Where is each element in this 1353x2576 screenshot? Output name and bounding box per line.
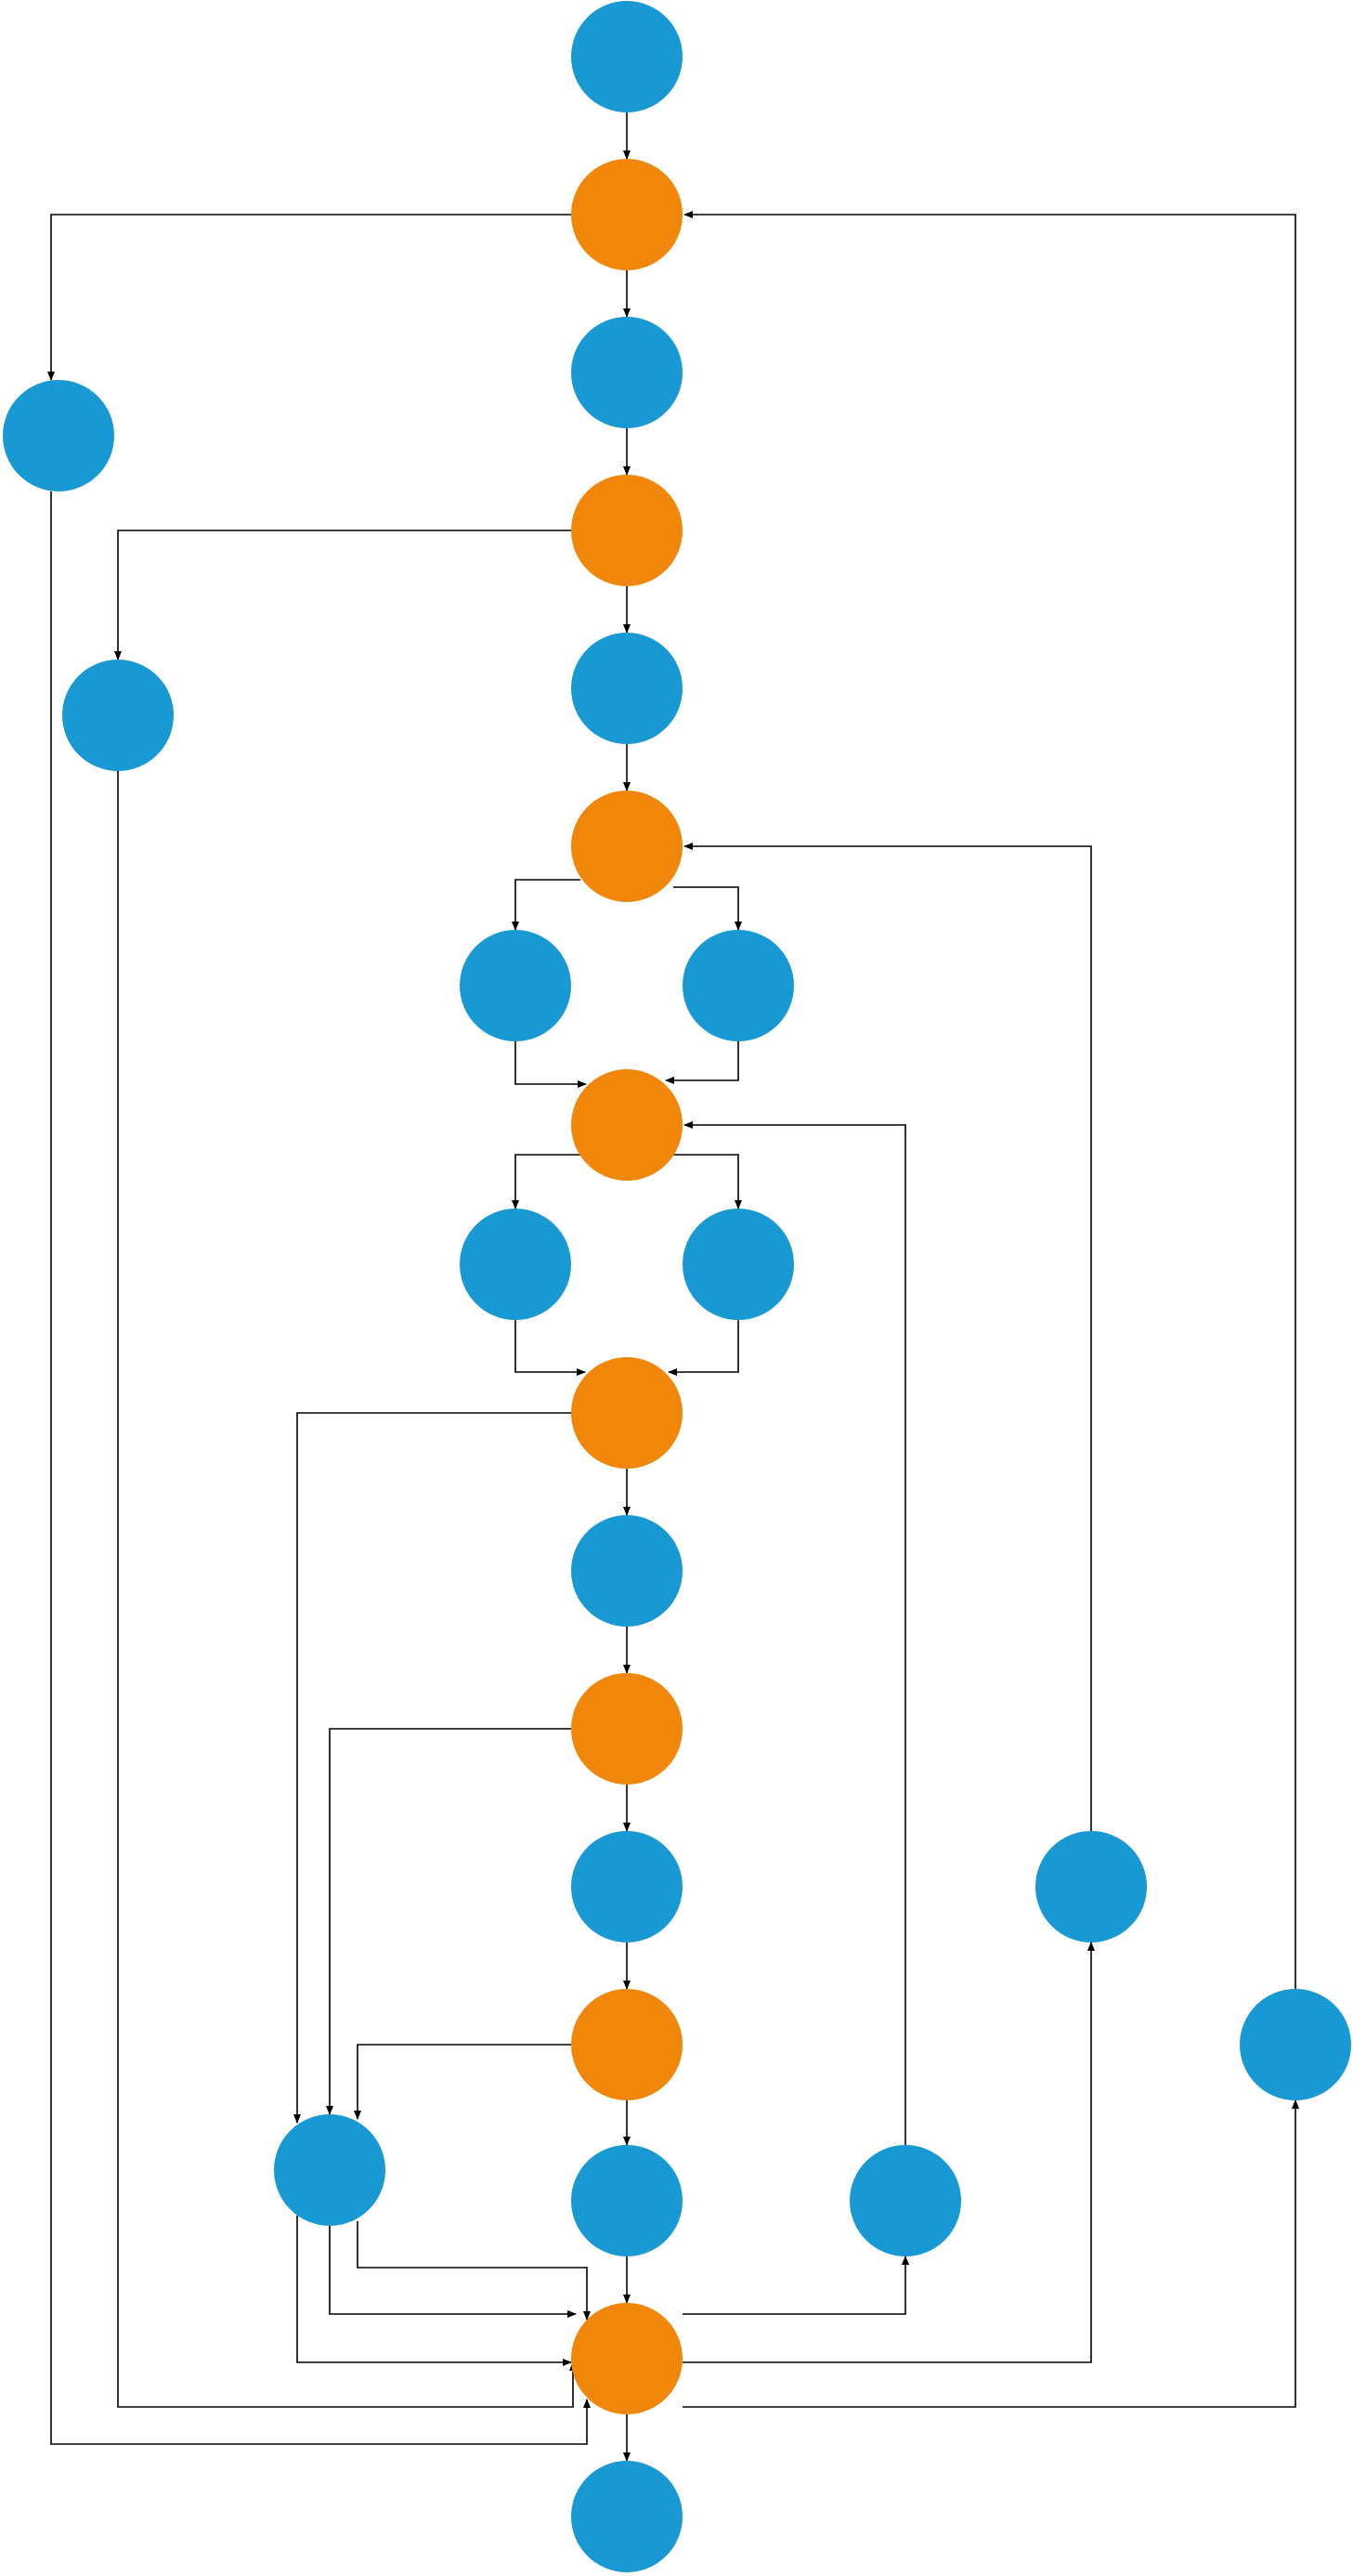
decision-node-d8 <box>571 2303 683 2414</box>
process-node-n8 <box>571 2145 683 2256</box>
edge-d1-to-l1 <box>47 214 571 381</box>
edge-r2-to-d1 <box>683 211 1296 1989</box>
edge-d8-to-r2 <box>683 2099 1299 2408</box>
process-node-n5b <box>683 1209 794 1320</box>
edge-lc_mid-to-d8 <box>329 2226 577 2318</box>
edge-d3-to-n4a <box>512 879 580 931</box>
edge-r3-to-d4 <box>683 1121 906 2145</box>
process-node-l2 <box>62 660 174 771</box>
decision-node-d6 <box>571 1673 683 1785</box>
edge-r1-to-d3 <box>683 843 1092 1831</box>
edge-n4a-to-d4 <box>514 1041 587 1088</box>
edge-d5-to-lc <box>293 1412 571 2124</box>
edge-n4b-to-d4 <box>665 1041 739 1084</box>
process-node-n5a <box>460 1209 571 1320</box>
edge-l1-to-d8 <box>50 491 591 2445</box>
process-node-r2 <box>1240 1989 1351 2100</box>
process-node-r1 <box>1035 1831 1147 1942</box>
edge-lc_low-to-d8 <box>296 2216 572 2366</box>
process-node-n1 <box>571 1 683 112</box>
nodes-layer <box>3 1 1351 2572</box>
decision-node-d1 <box>571 159 683 270</box>
process-node-n4b <box>683 930 794 1041</box>
edge-n5a-to-d5 <box>514 1320 586 1376</box>
process-node-n4a <box>460 930 571 1041</box>
edge-d2-to-l2 <box>114 530 571 660</box>
edges-layer <box>47 112 1299 2462</box>
decision-node-d3 <box>571 791 683 902</box>
edge-n5b-to-d5 <box>668 1320 739 1376</box>
edge-d4-to-n5a <box>512 1154 580 1210</box>
process-node-n7 <box>571 1831 683 1942</box>
decision-node-d5 <box>571 1357 683 1469</box>
edge-d8-to-r3 <box>683 2256 909 2315</box>
edge-d6-to-lc <box>326 1728 571 2115</box>
process-node-n9 <box>571 2461 683 2572</box>
edge-l2-to-d8 <box>117 771 577 2408</box>
edge-d4-to-n5b <box>673 1154 742 1210</box>
edge-d7-to-lc <box>354 2044 571 2120</box>
edge-d3-to-n4b <box>673 886 742 931</box>
decision-node-d7 <box>571 1989 683 2100</box>
process-node-n2 <box>571 317 683 428</box>
decision-node-d4 <box>571 1069 683 1181</box>
process-node-r3 <box>850 2145 961 2256</box>
process-node-l1 <box>3 380 114 491</box>
process-node-n6 <box>571 1515 683 1627</box>
decision-node-d2 <box>571 475 683 586</box>
edge-lc-to-d8 <box>357 2221 591 2321</box>
process-node-lc <box>274 2114 385 2226</box>
edge-d8-to-r1 <box>683 1942 1095 2363</box>
process-node-n3 <box>571 633 683 744</box>
